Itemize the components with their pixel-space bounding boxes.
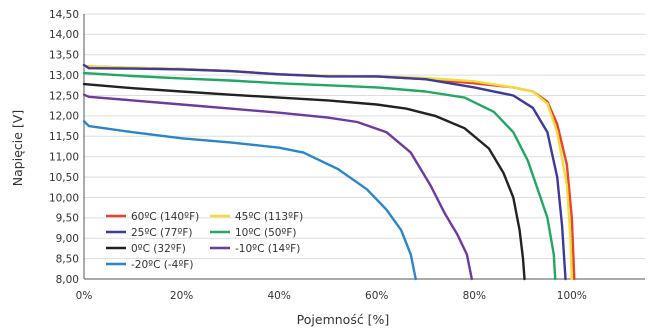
- x-tick-label: 40%: [267, 290, 290, 302]
- y-tick-label: 9,00: [56, 233, 79, 245]
- series-lines: [82, 63, 576, 281]
- y-tick-label: 10,50: [49, 172, 79, 184]
- legend-label: 10ºC (50ºF): [235, 227, 297, 239]
- x-axis-ticks: 0% 20% 40% 60% 80% 100%: [76, 290, 587, 302]
- y-tick-label: 12,50: [49, 90, 79, 102]
- y-axis-ticks: 14,50 14,00 13,50 13,00 12,50 12,00 11,50 11,00…: [49, 9, 79, 286]
- grid-lines: [84, 13, 645, 260]
- x-tick-label: 60%: [365, 290, 388, 302]
- series-line: [82, 93, 473, 281]
- legend-label: -20ºC (-4ºF): [131, 259, 193, 271]
- legend: 60ºC (140ºF) 45ºC (113ºF) 25ºC (77ºF) 10ºC …: [106, 211, 303, 271]
- x-tick-label: 100%: [557, 290, 587, 302]
- y-tick-label: 12,00: [49, 111, 79, 123]
- series-line: [82, 82, 526, 281]
- x-tick-label: 20%: [170, 290, 193, 302]
- legend-label: 60ºC (140ºF): [131, 211, 199, 223]
- x-tick-label: 0%: [76, 290, 93, 302]
- legend-label: 25ºC (77ºF): [131, 227, 193, 239]
- y-tick-label: 13,00: [49, 70, 79, 82]
- y-tick-label: 11,00: [49, 151, 79, 163]
- y-tick-label: 11,50: [49, 131, 79, 143]
- series-line: [82, 71, 557, 281]
- x-axis-label: Pojemność [%]: [297, 312, 390, 327]
- y-tick-label: 8,50: [56, 253, 79, 265]
- y-tick-label: 10,00: [49, 192, 79, 204]
- series-line: [82, 120, 417, 281]
- y-tick-label: 9,50: [56, 213, 79, 225]
- y-tick-label: 14,00: [49, 29, 79, 41]
- y-axis-label: Napięcie [V]: [10, 110, 25, 186]
- legend-label: 0ºC (32ºF): [131, 243, 186, 255]
- y-tick-label: 8,00: [56, 274, 79, 286]
- y-tick-label: 13,50: [49, 50, 79, 62]
- y-tick-label: 14,50: [49, 9, 79, 21]
- series-line: [82, 63, 567, 281]
- x-tick-label: 80%: [463, 290, 486, 302]
- legend-label: -10ºC (14ºF): [235, 243, 300, 255]
- legend-label: 45ºC (113ºF): [235, 211, 303, 223]
